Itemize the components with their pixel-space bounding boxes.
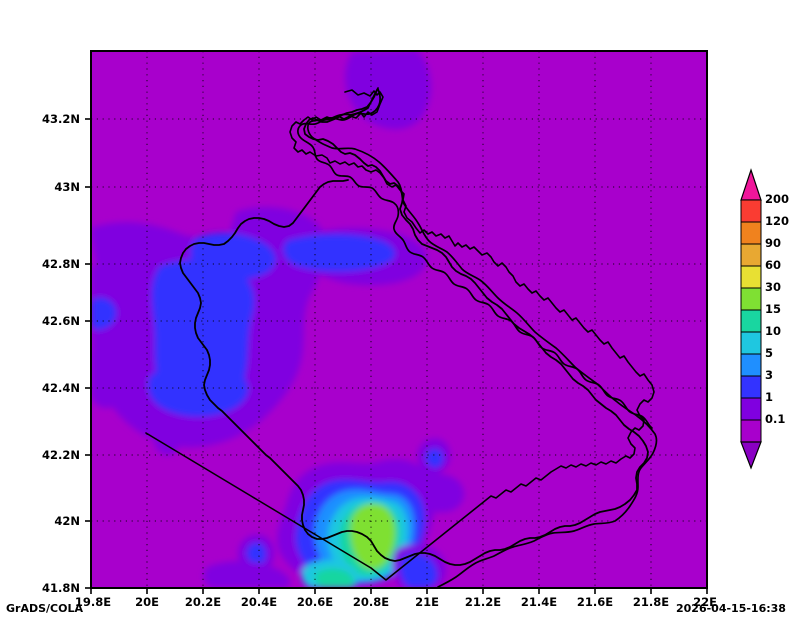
colorbar-label-7: 5	[765, 346, 773, 360]
colorbar-seg-90[interactable]	[740, 243, 762, 267]
contour-westedge-blue	[91, 297, 117, 330]
x-tick-4: 20.6E	[297, 595, 333, 609]
colorbar-label-1: 120	[765, 214, 789, 228]
contour-sw-violet-diamond	[154, 424, 180, 456]
x-tick-2: 20.2E	[185, 595, 221, 609]
colorbar[interactable]: 200 120 90 60 30 15 10 5 3 1 0.1	[740, 168, 789, 470]
x-tick-1: 20E	[135, 595, 159, 609]
colorbar-seg-5[interactable]	[740, 353, 762, 377]
kosovo-border	[145, 89, 655, 581]
x-tick-0: 19.8E	[75, 595, 111, 609]
colorbar-labels: 200 120 90 60 30 15 10 5 3 1 0.1	[765, 192, 789, 426]
x-tick-11: 22E	[693, 595, 717, 609]
y-axis-labels: 41.8N 42N 42.2N 42.4N 42.6N 42.8N 43N 43…	[42, 112, 80, 595]
colorbar-label-8: 3	[765, 368, 773, 382]
colorbar-seg-15[interactable]	[740, 309, 762, 333]
contour-sw-small-blue	[246, 542, 266, 566]
axis-ticks	[85, 118, 708, 594]
contour-west-blue-low	[147, 364, 249, 417]
colorbar-label-5: 15	[765, 302, 781, 316]
attribution-text: GrADS/COLA	[6, 602, 83, 615]
colorbar-seg-120[interactable]	[740, 221, 762, 245]
contour-westedge-violet-2	[91, 349, 136, 409]
y-tick-5: 42.8N	[42, 257, 80, 271]
colorbar-seg-1[interactable]	[740, 397, 762, 421]
x-tick-7: 21.2E	[465, 595, 501, 609]
x-tick-10: 21.8E	[633, 595, 669, 609]
colorbar-label-2: 90	[765, 236, 781, 250]
colorbar-seg-60[interactable]	[740, 265, 762, 289]
y-tick-7: 43.2N	[42, 112, 80, 126]
colorbar-seg-3[interactable]	[740, 375, 762, 399]
colorbar-seg-30[interactable]	[740, 287, 762, 311]
colorbar-seg-10[interactable]	[740, 331, 762, 355]
kosovo-outline-final	[179, 89, 649, 566]
colorbar-label-3: 60	[765, 258, 781, 272]
contour-south-violet-tail	[413, 473, 465, 513]
contour-field	[91, 51, 707, 588]
contour-bottom-violet-1	[203, 561, 291, 588]
x-axis-labels: 19.8E 20E 20.2E 20.4E 20.6E 20.8E 21E 21…	[75, 595, 717, 609]
contour-nne-blue	[283, 234, 396, 272]
colorbar-label-9: 1	[765, 390, 773, 404]
x-tick-8: 21.4E	[521, 595, 557, 609]
y-tick-0: 41.8N	[42, 581, 80, 595]
generated-timestamp: 2026-04-15-16:38	[676, 602, 786, 615]
plot-frame	[90, 50, 708, 589]
x-tick-6: 21E	[415, 595, 439, 609]
colorbar-seg-200[interactable]	[740, 199, 762, 223]
colorbar-label-4: 30	[765, 280, 781, 294]
colorbar-label-10: 0.1	[765, 412, 785, 426]
y-tick-2: 42.2N	[42, 448, 80, 462]
x-tick-5: 20.8E	[353, 595, 389, 609]
y-tick-1: 42N	[54, 514, 80, 528]
contour-south-green-lower	[315, 568, 355, 588]
y-tick-4: 42.6N	[42, 314, 80, 328]
colorbar-seg-0.1[interactable]	[740, 419, 762, 443]
contour-s-blue-pocket	[425, 448, 444, 468]
x-tick-9: 21.6E	[577, 595, 613, 609]
y-tick-3: 42.4N	[42, 381, 80, 395]
x-tick-3: 20.4E	[241, 595, 277, 609]
colorbar-bottom-arrow	[740, 441, 762, 470]
contour-south-yellowgreen	[350, 503, 396, 569]
colorbar-label-0: 200	[765, 192, 789, 206]
y-tick-6: 43N	[54, 180, 80, 194]
colorbar-label-6: 10	[765, 324, 781, 338]
